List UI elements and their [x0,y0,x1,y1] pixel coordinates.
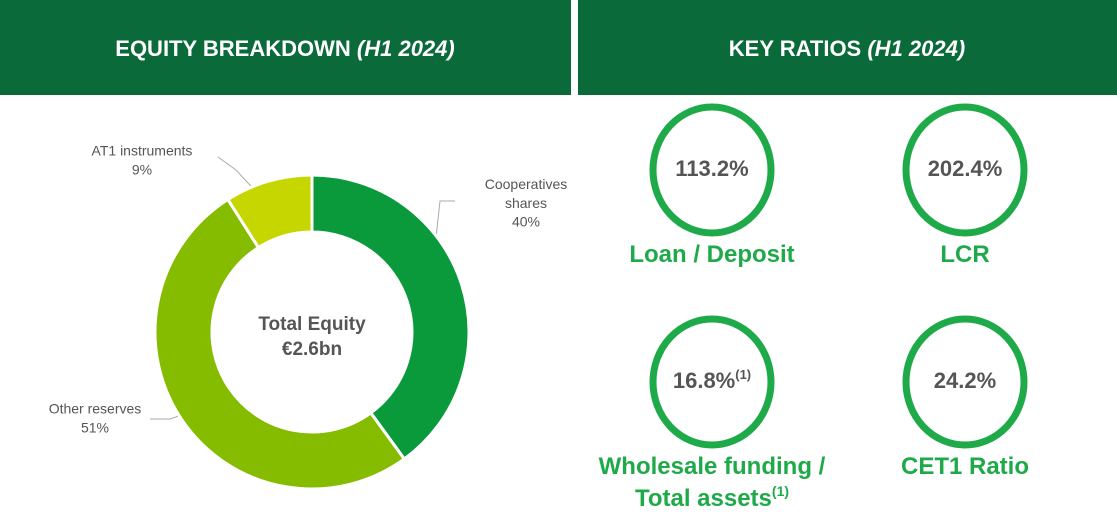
ratio-label: Loan / Deposit [629,241,794,268]
category-label: Other reserves [49,401,142,417]
ratio-value: 113.2% [675,156,748,181]
ratio-label: CET1 Ratio [901,453,1029,480]
ratio-ring [649,315,775,449]
donut-segment [310,173,471,462]
ratio-label-text: Total assets [635,485,772,512]
label-line: shares [505,195,547,211]
ratio-note: (1) [772,483,789,499]
ratio-label-text: Loan / Deposit [629,241,794,268]
title-text: KEY RATIOS [729,36,861,61]
category-label: AT1 instruments [92,143,193,159]
donut-segment [225,173,314,250]
center-label: €2.6bn [282,339,342,360]
title-note: (H1 2024) [357,36,455,61]
ratio-label: Wholesale funding / [599,453,826,480]
title-note: (H1 2024) [867,36,965,61]
ratio-note: (1) [735,367,751,382]
donut-segment [153,197,407,491]
ratio-value: 202.4% [928,156,1003,181]
value-label: 9% [132,162,152,178]
label-line: Cooperatives [485,176,568,192]
ratio-label: LCR [940,241,989,268]
ratio-value: 16.8%(1) [673,367,751,392]
ratio-label-text: CET1 Ratio [901,453,1029,480]
chart-title: EQUITY BREAKDOWN (H1 2024) [115,36,454,61]
value-label: 51% [81,420,109,436]
ratio-value: 24.2% [934,368,996,393]
ratio-label: Total assets(1) [635,483,789,513]
ratio-ring [649,103,775,237]
ratio-value-text: 24.2% [934,368,996,393]
ratio-ring [902,315,1028,449]
header-bar [0,0,571,95]
center-label: Total Equity [258,314,366,335]
ratio-value-text: 16.8% [673,368,735,393]
ratios-title: KEY RATIOS (H1 2024) [729,36,965,61]
ratio-value-text: 113.2% [675,156,748,181]
ratio-value-text: 202.4% [928,156,1003,181]
ratio-ring [902,103,1028,237]
title-text: EQUITY BREAKDOWN [115,36,351,61]
header-bar [578,0,1117,95]
value-label: 40% [512,214,540,230]
ratio-label-text: LCR [940,241,989,268]
ratio-label-text: Wholesale funding / [599,453,826,480]
category-label: Cooperatives shares [485,176,568,211]
